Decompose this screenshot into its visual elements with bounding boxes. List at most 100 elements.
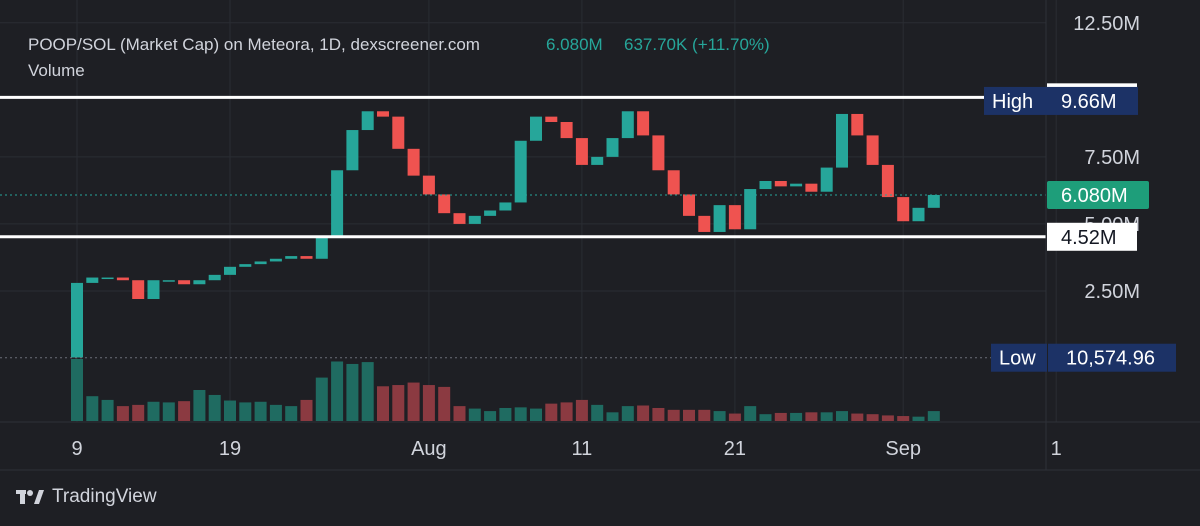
svg-text:High: High (992, 91, 1033, 113)
price-labels: 12.50M7.50M5.00M2.50M919Aug1121Sep19.72M… (71, 13, 1176, 460)
volume-bars (71, 359, 940, 421)
volume-bar-46 (774, 412, 787, 421)
volume-bar-55 (912, 416, 925, 421)
volume-bar-38 (652, 407, 665, 421)
volume-bar-50 (836, 411, 848, 421)
candle-37 (637, 111, 650, 136)
svg-text:Low: Low (999, 348, 1036, 370)
candle-4 (132, 280, 145, 299)
volume-bar-48 (805, 412, 818, 421)
candle-20 (377, 111, 389, 117)
candle-56 (927, 194, 940, 208)
volume-bar-49 (820, 412, 833, 421)
candle-39 (667, 170, 680, 195)
brand-name: TradingView (52, 486, 157, 507)
candle-19 (361, 111, 374, 131)
candle-48 (805, 183, 818, 192)
candle-30 (530, 116, 542, 141)
y-tick-label-1: 7.50M (1084, 147, 1140, 169)
volume-bar-15 (300, 399, 313, 421)
candle-10 (224, 266, 236, 275)
volume-bar-44 (744, 406, 757, 421)
candle-6 (162, 280, 175, 282)
volume-bar-8 (193, 390, 206, 421)
chart-title: POOP/SOL (Market Cap) on Meteora, 1D, de… (28, 35, 480, 54)
candle-28 (499, 202, 512, 211)
volume-bar-2 (101, 399, 114, 421)
volume-bar-45 (759, 414, 772, 421)
volume-bar-54 (897, 416, 910, 421)
volume-bar-6 (162, 402, 175, 421)
y-tick-label-3: 2.50M (1084, 281, 1140, 303)
volume-bar-42 (713, 411, 726, 421)
volume-bar-0 (71, 359, 83, 421)
candlesticks (71, 111, 940, 358)
volume-bar-37 (637, 405, 650, 421)
candle-33 (575, 138, 588, 165)
horizontal-lines[interactable] (0, 95, 1046, 359)
volume-bar-47 (790, 412, 803, 421)
x-tick-label-0: 9 (71, 438, 82, 460)
x-tick-label-4: 21 (724, 438, 746, 460)
candle-54 (897, 197, 910, 222)
volume-bar-28 (499, 407, 512, 421)
candle-2 (101, 277, 114, 280)
candle-34 (591, 156, 604, 165)
volume-bar-36 (621, 406, 634, 421)
volume-bar-31 (545, 403, 558, 421)
volume-bar-30 (530, 408, 542, 421)
volume-bar-53 (881, 415, 894, 421)
volume-bar-11 (239, 402, 252, 421)
volume-bar-24 (438, 386, 451, 421)
svg-text:10,574.96: 10,574.96 (1066, 348, 1155, 370)
candle-49 (820, 167, 833, 192)
candle-1 (86, 277, 99, 283)
svg-text:6.080M: 6.080M (1061, 185, 1128, 207)
x-tick-label-5: Sep (885, 438, 921, 460)
candle-24 (438, 194, 451, 214)
svg-text:4.52M: 4.52M (1061, 227, 1117, 249)
candle-52 (866, 135, 879, 165)
volume-bar-14 (285, 406, 298, 421)
volume-bar-1 (86, 396, 99, 421)
low-tag: Low 10,574.96 (991, 343, 1176, 372)
candle-13 (269, 258, 282, 262)
volume-bar-34 (591, 404, 604, 421)
candle-38 (652, 135, 665, 171)
candle-50 (836, 113, 848, 168)
candle-9 (208, 274, 221, 281)
candle-36 (621, 111, 634, 139)
tradingview-brand[interactable]: TradingView (16, 486, 157, 508)
volume-bar-52 (866, 414, 879, 421)
volume-bar-22 (407, 382, 420, 421)
volume-bar-3 (116, 406, 129, 421)
volume-bar-27 (484, 411, 497, 421)
candle-53 (881, 164, 894, 198)
candle-51 (851, 113, 864, 136)
candle-31 (545, 116, 558, 122)
candle-17 (331, 170, 344, 238)
high-tag: High 9.66M (984, 86, 1138, 115)
candle-45 (759, 181, 772, 190)
candle-15 (300, 256, 313, 259)
candle-21 (392, 116, 405, 149)
volume-label: Volume (28, 61, 85, 80)
change-value: 637.70K (+11.70%) (624, 35, 770, 54)
candle-14 (285, 256, 298, 259)
candle-41 (698, 215, 711, 232)
volume-bar-10 (224, 400, 236, 421)
candle-55 (912, 207, 925, 222)
volume-bar-40 (683, 409, 695, 421)
candle-26 (468, 215, 481, 224)
support-tag: 4.52M (1047, 222, 1137, 251)
volume-bar-5 (147, 401, 160, 421)
volume-bar-51 (851, 413, 864, 421)
candle-23 (422, 175, 435, 195)
candle-25 (453, 213, 466, 224)
volume-bar-43 (728, 413, 741, 421)
volume-bar-35 (606, 412, 619, 421)
candle-27 (484, 210, 497, 216)
candle-35 (606, 138, 619, 157)
candle-40 (683, 194, 695, 216)
